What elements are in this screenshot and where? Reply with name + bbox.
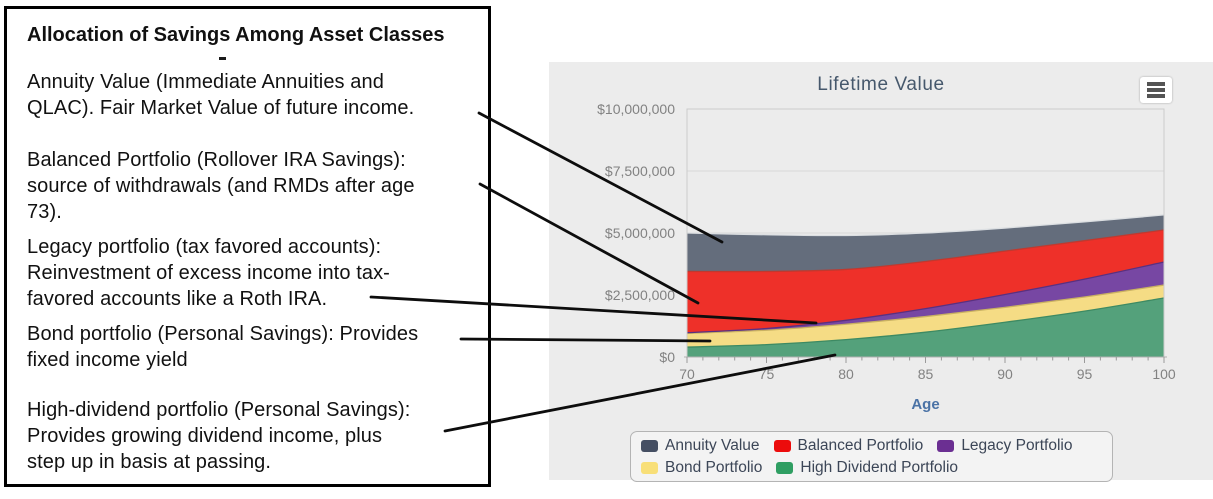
legend-label: Bond Portfolio xyxy=(665,459,763,476)
legend-item-high-dividend-portfolio[interactable]: High Dividend Portfolio xyxy=(776,457,958,478)
legend-item-bond-portfolio[interactable]: Bond Portfolio xyxy=(641,457,762,478)
chart-context-menu-button[interactable] xyxy=(1140,77,1172,103)
note-bond-portfolio: Bond portfolio (Personal Savings): Provi… xyxy=(27,323,419,371)
legend-swatch xyxy=(937,439,955,452)
svg-text:75: 75 xyxy=(759,366,775,382)
legend-label: Annuity Value xyxy=(665,437,760,454)
asset-classes-note-box: Allocation of Savings Among Asset Classe… xyxy=(4,6,491,487)
note-high-dividend-portfolio: High-dividend portfolio (Personal Saving… xyxy=(27,399,411,473)
legend-item-legacy-portfolio[interactable]: Legacy Portfolio xyxy=(937,435,1072,456)
note-balanced-portfolio: Balanced Portfolio (Rollover IRA Savings… xyxy=(27,149,415,223)
svg-text:100: 100 xyxy=(1152,366,1176,382)
legend-swatch xyxy=(641,439,658,452)
svg-text:$7,500,000: $7,500,000 xyxy=(605,163,675,179)
lifetime-value-chart-panel: $0 $2,500,000 $5,000,000 $7,500,000 $10,000,… xyxy=(549,62,1213,482)
svg-text:$2,500,000: $2,500,000 xyxy=(605,287,675,303)
legend-item-balanced-portfolio[interactable]: Balanced Portfolio xyxy=(773,435,924,456)
svg-text:$0: $0 xyxy=(659,349,675,365)
x-axis-title: Age xyxy=(911,396,940,413)
chart-legend: Annuity Value Balanced Portfolio Legacy Po… xyxy=(630,431,1113,482)
note-title: Allocation of Savings Among Asset Classe… xyxy=(27,24,445,46)
legend-label: Balanced Portfolio xyxy=(797,437,924,454)
stacked-area-chart: $0 $2,500,000 $5,000,000 $7,500,000 $10,000,… xyxy=(597,101,1176,382)
legend-label: Legacy Portfolio xyxy=(961,437,1073,454)
hamburger-icon xyxy=(1147,82,1165,86)
note-annuity-value: Annuity Value (Immediate Annuities and Q… xyxy=(27,71,415,119)
svg-text:70: 70 xyxy=(679,366,695,382)
area-0 xyxy=(687,297,1164,357)
legend-label: High Dividend Portfolio xyxy=(800,459,959,476)
legend-swatch xyxy=(641,461,658,474)
svg-text:$5,000,000: $5,000,000 xyxy=(605,225,675,241)
legend-swatch xyxy=(773,439,791,452)
legend-item-annuity-value[interactable]: Annuity Value xyxy=(641,435,760,456)
legend-swatch xyxy=(776,461,794,474)
note-legacy-portfolio: Legacy portfolio (tax favored accounts):… xyxy=(27,236,390,310)
svg-text:80: 80 xyxy=(838,366,854,382)
svg-text:$10,000,000: $10,000,000 xyxy=(597,101,675,117)
svg-text:95: 95 xyxy=(1077,366,1093,382)
svg-text:90: 90 xyxy=(997,366,1013,382)
svg-text:85: 85 xyxy=(918,366,934,382)
chart-title: Lifetime Value xyxy=(817,74,945,95)
